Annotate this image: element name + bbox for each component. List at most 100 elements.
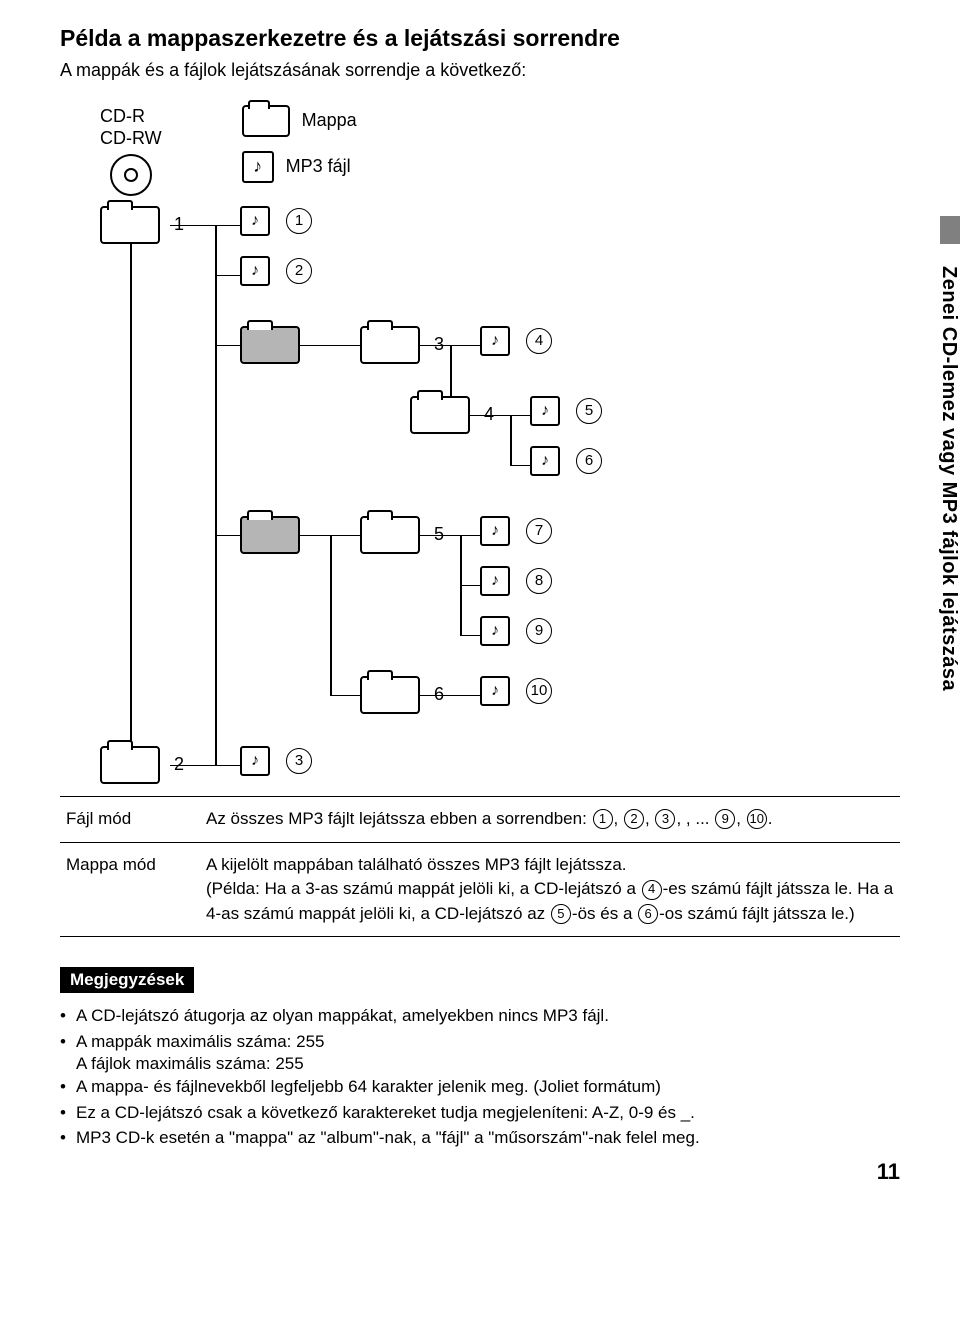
section-side-label: Zenei CD-lemez vagy MP3 fájlok lejátszás… bbox=[937, 266, 960, 691]
tree-file-node: ♪8 bbox=[480, 566, 552, 596]
file-number-circled: 4 bbox=[526, 328, 552, 354]
tree-line bbox=[460, 635, 480, 637]
note-item: MP3 CD-k esetén a "mappa" az "album"-nak… bbox=[60, 1125, 900, 1151]
mode-desc: Az összes MP3 fájlt lejátssza ebben a so… bbox=[200, 796, 900, 842]
file-number-circled: 7 bbox=[526, 518, 552, 544]
folder-icon bbox=[242, 105, 290, 137]
mode-label: Fájl mód bbox=[60, 796, 200, 842]
circled-number: 5 bbox=[551, 904, 571, 924]
folder-icon bbox=[240, 326, 300, 364]
tree-line bbox=[330, 535, 332, 695]
mode-table: Fájl mód Az összes MP3 fájlt lejátssza e… bbox=[60, 796, 900, 938]
note-item: A mappák maximális száma: 255 bbox=[60, 1029, 900, 1055]
file-number-circled: 6 bbox=[576, 448, 602, 474]
folder-number: 6 bbox=[434, 684, 444, 705]
tree-file-node: ♪4 bbox=[480, 326, 552, 356]
tree-folder-node: 2 bbox=[100, 746, 184, 784]
tree-folder-node: 4 bbox=[410, 396, 494, 434]
legend-disc-label: CD-R CD-RW bbox=[100, 105, 162, 150]
file-icon: ♪ bbox=[480, 326, 510, 356]
folder-number: 2 bbox=[174, 754, 184, 775]
circled-number: 1 bbox=[593, 809, 613, 829]
mode-label: Mappa mód bbox=[60, 842, 200, 937]
tree-file-node: ♪9 bbox=[480, 616, 552, 646]
table-row: Mappa mód A kijelölt mappában található … bbox=[60, 842, 900, 937]
file-number-circled: 1 bbox=[286, 208, 312, 234]
legend-disc: CD-R CD-RW bbox=[100, 105, 162, 196]
tree-folder-node: 6 bbox=[360, 676, 444, 714]
page-subtitle: A mappák és a fájlok lejátszásának sorre… bbox=[60, 60, 900, 81]
tree-folder-node: 3 bbox=[360, 326, 444, 364]
notes-heading: Megjegyzések bbox=[60, 967, 194, 993]
tree-line bbox=[215, 225, 217, 765]
circled-number: 4 bbox=[642, 880, 662, 900]
page-number: 11 bbox=[877, 1159, 900, 1185]
tree-folder-node: 1 bbox=[100, 206, 184, 244]
file-icon: ♪ bbox=[480, 566, 510, 596]
tree-file-node: ♪2 bbox=[240, 256, 312, 286]
tree-file-node: ♪3 bbox=[240, 746, 312, 776]
table-row: Fájl mód Az összes MP3 fájlt lejátssza e… bbox=[60, 796, 900, 842]
file-number-circled: 9 bbox=[526, 618, 552, 644]
note-item: A CD-lejátszó átugorja az olyan mappákat… bbox=[60, 1003, 900, 1029]
folder-icon bbox=[410, 396, 470, 434]
notes-list: A CD-lejátszó átugorja az olyan mappákat… bbox=[60, 1003, 900, 1151]
tree-folder-node bbox=[240, 326, 300, 364]
tree-line bbox=[215, 275, 240, 277]
tree-line bbox=[300, 345, 360, 347]
note-subline: A fájlok maximális száma: 255 bbox=[60, 1054, 900, 1074]
tree-line bbox=[460, 585, 480, 587]
folder-icon bbox=[100, 206, 160, 244]
page-title: Példa a mappaszerkezetre és a lejátszási… bbox=[60, 24, 900, 54]
folder-icon bbox=[100, 746, 160, 784]
tree-line bbox=[510, 465, 530, 467]
tree-file-node: ♪ 10 bbox=[480, 676, 552, 706]
file-number-circled: 10 bbox=[526, 678, 552, 704]
file-number-circled: 5 bbox=[576, 398, 602, 424]
file-icon: ♪ bbox=[480, 616, 510, 646]
file-number-circled: 2 bbox=[286, 258, 312, 284]
file-icon: ♪ bbox=[480, 516, 510, 546]
file-icon: ♪ bbox=[240, 746, 270, 776]
circled-number: 3 bbox=[655, 809, 675, 829]
folder-icon bbox=[240, 516, 300, 554]
folder-number: 5 bbox=[434, 524, 444, 545]
tree-diagram: Zenei CD-lemez vagy MP3 fájlok lejátszás… bbox=[100, 206, 720, 766]
circled-number: 9 bbox=[715, 809, 735, 829]
folder-icon bbox=[360, 676, 420, 714]
tree-line bbox=[330, 695, 360, 697]
tree-folder-node bbox=[240, 516, 300, 554]
circled-number: 6 bbox=[638, 904, 658, 924]
folder-number: 1 bbox=[174, 214, 184, 235]
tree-file-node: ♪1 bbox=[240, 206, 312, 236]
legend-file-label: MP3 fájl bbox=[286, 156, 351, 177]
file-icon: ♪ bbox=[480, 676, 510, 706]
folder-icon bbox=[360, 516, 420, 554]
folder-icon bbox=[360, 326, 420, 364]
tree-folder-node: 5 bbox=[360, 516, 444, 554]
file-number-circled: 8 bbox=[526, 568, 552, 594]
legend: CD-R CD-RW Mappa ♪ MP3 fájl bbox=[60, 105, 900, 196]
tree-file-node: ♪7 bbox=[480, 516, 552, 546]
tree-file-node: ♪6 bbox=[530, 446, 602, 476]
tree-line bbox=[130, 225, 132, 765]
tree-file-node: ♪5 bbox=[530, 396, 602, 426]
tree-line bbox=[215, 535, 240, 537]
file-icon: ♪ bbox=[530, 446, 560, 476]
file-icon: ♪ bbox=[530, 396, 560, 426]
tree-line bbox=[510, 415, 512, 465]
file-icon: ♪ bbox=[240, 256, 270, 286]
circled-number: 2 bbox=[624, 809, 644, 829]
folder-number: 4 bbox=[484, 404, 494, 425]
legend-folder-label: Mappa bbox=[302, 110, 357, 131]
file-number-circled: 3 bbox=[286, 748, 312, 774]
file-icon: ♪ bbox=[242, 151, 274, 183]
disc-icon bbox=[110, 154, 152, 196]
note-item: Ez a CD-lejátszó csak a következő karakt… bbox=[60, 1100, 900, 1126]
file-icon: ♪ bbox=[240, 206, 270, 236]
circled-number: 10 bbox=[747, 809, 767, 829]
side-tab bbox=[940, 216, 960, 244]
notes-section: Megjegyzések A CD-lejátszó átugorja az o… bbox=[60, 967, 900, 1151]
tree-line bbox=[215, 345, 240, 347]
folder-number: 3 bbox=[434, 334, 444, 355]
